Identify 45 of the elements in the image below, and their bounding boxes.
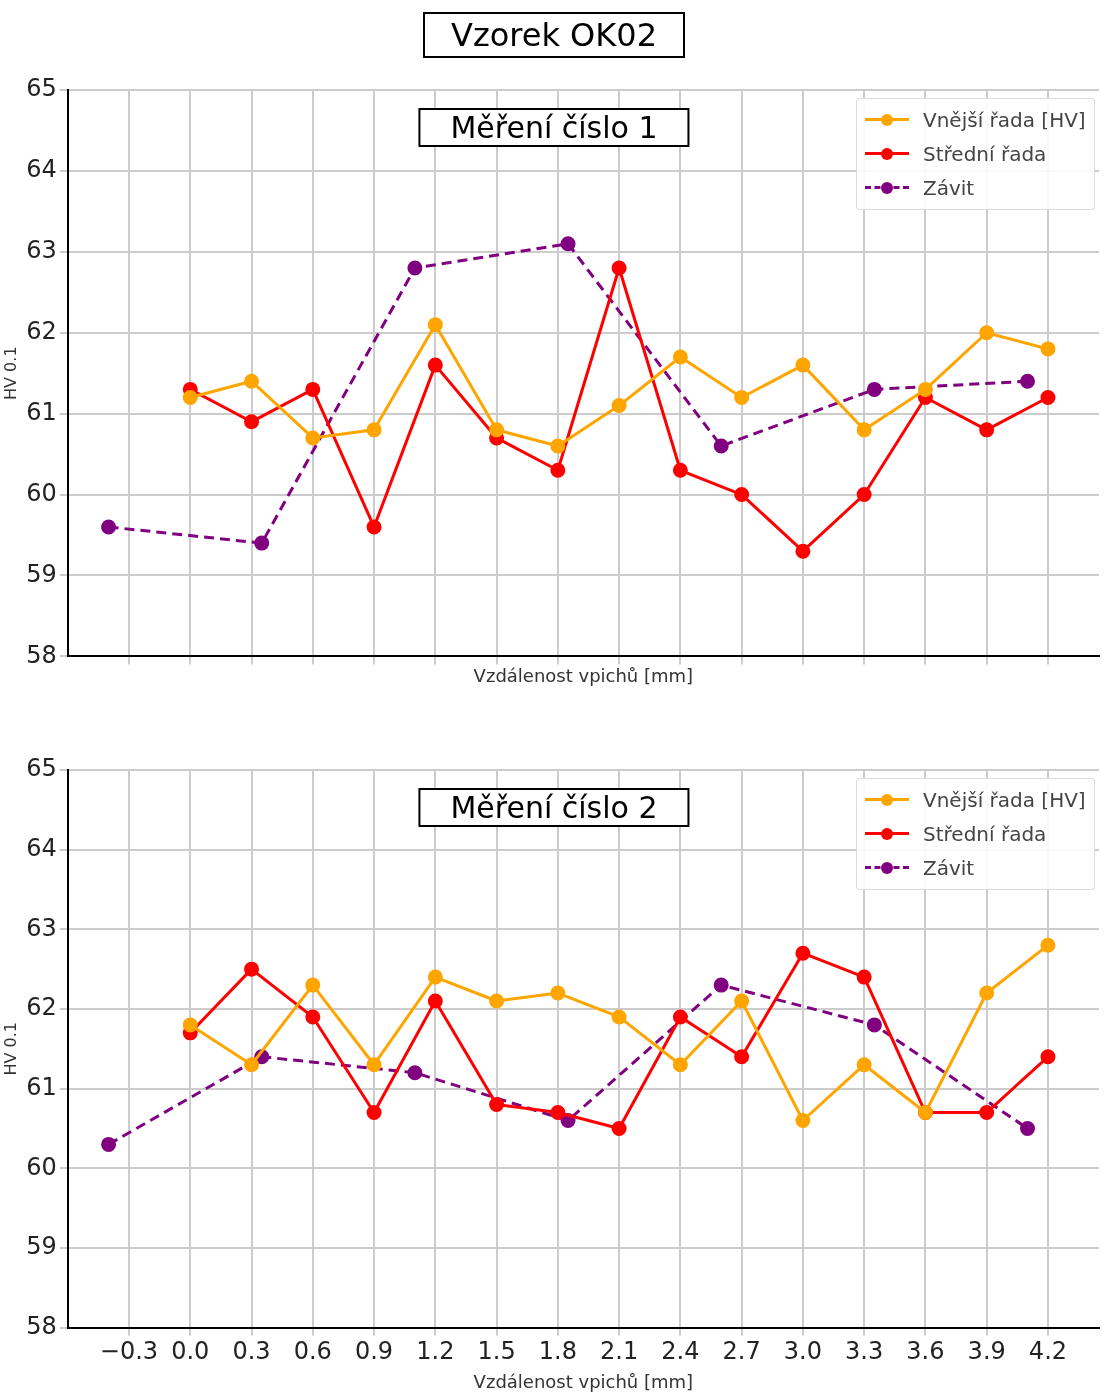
y-tick-label: 58: [26, 1311, 57, 1340]
y-tick-label: 64: [26, 155, 57, 184]
y-tick-label: 62: [26, 316, 57, 345]
x-tick-label: 0.6: [293, 1337, 332, 1366]
legend-label: Střední řada: [923, 822, 1047, 846]
legend-label: Závit: [923, 856, 975, 880]
x-tick-label: 0.3: [232, 1337, 271, 1366]
y-tick-label: 65: [26, 754, 57, 783]
x-tick-label: 3.3: [845, 1337, 884, 1366]
text: Měření číslo 1: [418, 108, 690, 147]
y-tick-label: 63: [26, 913, 57, 942]
y-tick-label: 61: [26, 1072, 57, 1101]
x-axis-title: Vzdálenost vpichů [mm]: [473, 1370, 694, 1392]
y-tick-label: 59: [26, 1232, 57, 1261]
y-tick-label: 63: [26, 236, 57, 265]
y-tick-label: 65: [26, 74, 57, 103]
y-tick-label: 61: [26, 397, 57, 426]
y-tick-label: 58: [26, 640, 57, 669]
x-tick-label: 1.5: [477, 1337, 516, 1366]
x-tick-label: −0.3: [99, 1337, 159, 1366]
y-tick-label: 60: [26, 478, 57, 507]
y-tick-label: 62: [26, 993, 57, 1022]
x-tick-label: 0.9: [354, 1337, 394, 1366]
x-tick-label: 1.2: [416, 1337, 455, 1366]
y-tick-label: 60: [26, 1152, 57, 1181]
x-tick-label: 3.9: [967, 1337, 1006, 1366]
x-tick-label: 4.2: [1028, 1337, 1068, 1366]
y-axis-title: HV 0.1: [0, 1022, 20, 1076]
x-tick-label: 2.7: [722, 1337, 761, 1366]
x-tick-label: 1.8: [538, 1337, 577, 1366]
chart-title: Vzorek OK02: [423, 12, 685, 58]
x-tick-label: 0.0: [171, 1337, 210, 1366]
y-tick-label: 64: [26, 833, 57, 862]
y-axis-title: HV 0.1: [0, 346, 20, 400]
legend-label: Střední řada: [923, 142, 1047, 166]
x-tick-label: 2.4: [661, 1337, 700, 1366]
text: Měření číslo 2: [418, 788, 690, 827]
legend-label: Vnější řada [HV]: [923, 788, 1086, 812]
x-tick-label: 3.6: [906, 1337, 945, 1366]
x-axis-title: Vzdálenost vpichů [mm]: [473, 664, 694, 686]
legend-label: Závit: [923, 176, 975, 200]
legend-label: Vnější řada [HV]: [923, 108, 1086, 132]
x-tick-label: 3.0: [783, 1337, 822, 1366]
x-tick-label: 2.1: [600, 1337, 639, 1366]
y-tick-label: 59: [26, 559, 57, 588]
